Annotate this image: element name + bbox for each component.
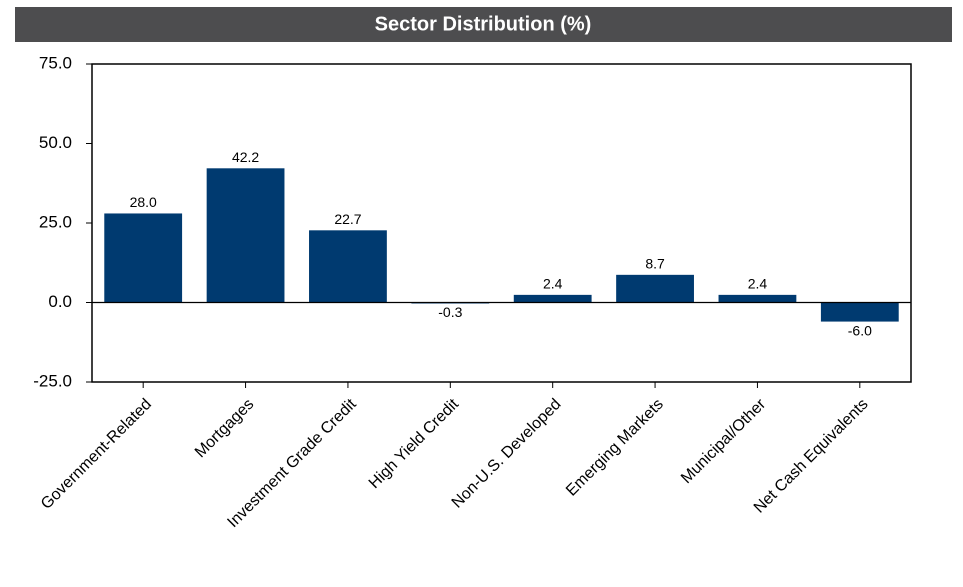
- y-tick-label: 0.0: [48, 292, 72, 311]
- bar: [309, 230, 387, 303]
- value-label: 28.0: [130, 194, 157, 210]
- y-tick-label: 25.0: [39, 212, 72, 231]
- bar: [820, 302, 899, 322]
- x-tick-label: Government-Related: [38, 396, 155, 513]
- y-tick-label: 75.0: [39, 53, 72, 72]
- bar: [718, 294, 797, 303]
- bar: [616, 274, 694, 303]
- value-label: 22.7: [334, 211, 361, 227]
- value-label: -0.3: [438, 304, 462, 320]
- x-tick-label: Emerging Markets: [563, 396, 667, 500]
- x-tick-label: Municipal/Other: [678, 395, 770, 487]
- x-tick-label: Non-U.S. Developed: [449, 396, 565, 512]
- y-tick-label: -25.0: [33, 371, 72, 390]
- bar: [104, 213, 183, 303]
- bar: [206, 168, 285, 303]
- chart-title: Sector Distribution (%): [375, 13, 592, 35]
- x-tick-label: Net Cash Equivalents: [751, 396, 872, 517]
- value-label: -6.0: [848, 322, 872, 338]
- x-tick-label: Mortgages: [192, 396, 257, 461]
- bar: [513, 294, 592, 303]
- y-tick-label: 50.0: [39, 133, 72, 152]
- header-bar: [15, 7, 952, 42]
- value-label: 2.4: [748, 276, 768, 292]
- value-label: 8.7: [645, 256, 665, 272]
- x-tick-label: High Yield Credit: [366, 395, 463, 492]
- value-label: 2.4: [543, 276, 563, 292]
- value-label: 42.2: [232, 149, 259, 165]
